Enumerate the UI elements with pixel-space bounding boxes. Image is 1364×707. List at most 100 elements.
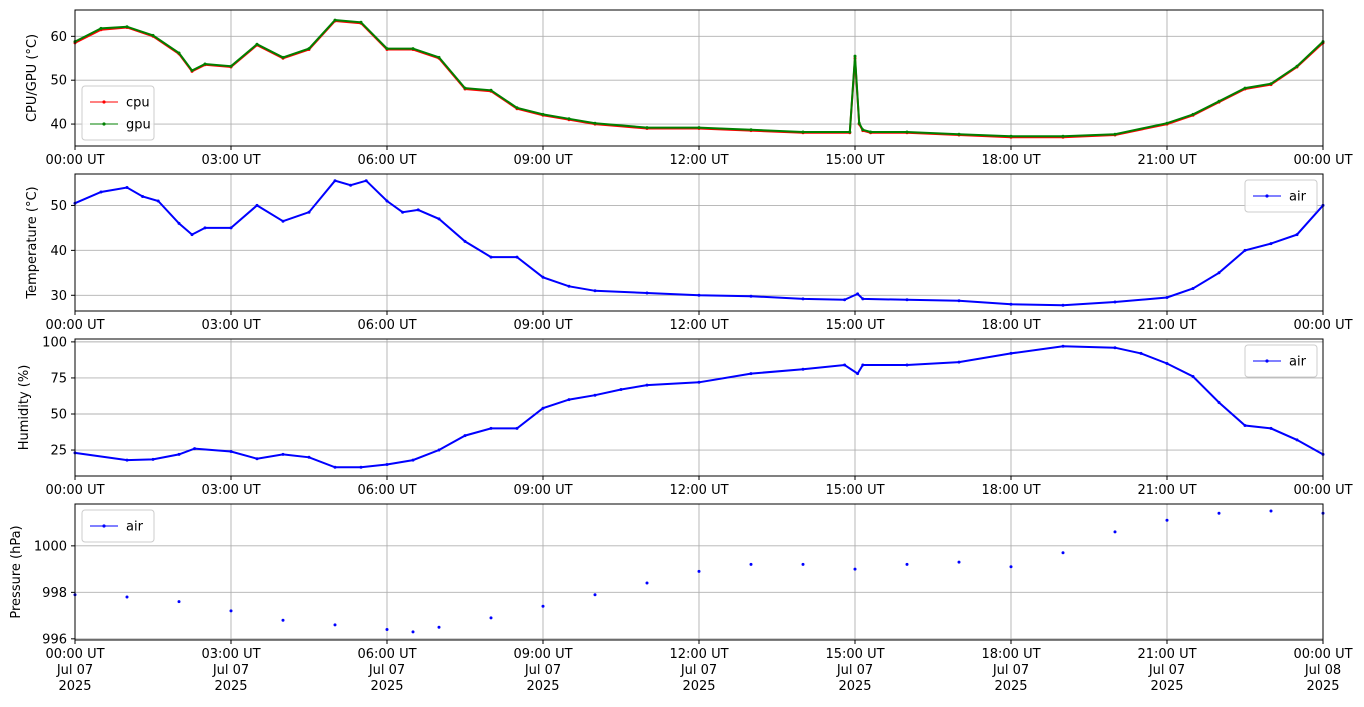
data-point	[489, 616, 493, 620]
x-tick-label: 2025	[370, 679, 403, 694]
data-point	[1217, 271, 1221, 275]
data-point	[151, 457, 155, 461]
y-tick-label: 996	[42, 632, 67, 647]
data-point	[957, 299, 961, 303]
y-tick-label: 40	[50, 118, 67, 133]
x-tick-label: Jul 07	[212, 663, 249, 678]
data-point	[125, 25, 129, 29]
data-point	[333, 623, 337, 627]
x-tick-label: 15:00 UT	[825, 153, 884, 168]
data-point	[645, 126, 649, 130]
data-point	[125, 186, 129, 189]
y-axis-label: Pressure (hPa)	[9, 525, 24, 618]
data-point	[229, 64, 233, 68]
data-point	[489, 255, 493, 259]
data-point	[193, 447, 197, 451]
data-point	[861, 128, 865, 132]
data-point	[177, 452, 181, 456]
legend-label: air	[126, 520, 144, 535]
data-point	[957, 360, 961, 364]
data-point	[697, 293, 701, 297]
data-point	[905, 130, 909, 134]
data-point	[307, 47, 311, 51]
data-point	[567, 398, 571, 402]
data-point	[1009, 565, 1013, 569]
data-point	[359, 20, 363, 24]
x-tick-label: 15:00 UT	[825, 647, 884, 662]
x-tick-label: 2025	[994, 679, 1027, 694]
data-point	[1061, 551, 1065, 555]
data-point	[437, 217, 441, 221]
data-point	[853, 54, 857, 58]
data-point	[1191, 287, 1195, 290]
data-point	[203, 62, 207, 66]
legend-label: air	[1289, 190, 1307, 205]
x-tick-label: 2025	[214, 679, 247, 694]
data-point	[1165, 362, 1169, 365]
x-tick-label: Jul 07	[680, 663, 717, 678]
chart-panel-1: 00:00 UT 03:00 UT 06:00 UT 09:00 UT 12:00 UT…	[25, 9, 1353, 168]
data-point	[1009, 302, 1013, 306]
data-point	[385, 628, 389, 631]
data-point	[541, 604, 545, 608]
data-point	[645, 291, 649, 295]
series-air-2	[73, 179, 1325, 307]
data-point	[141, 195, 145, 198]
data-point	[853, 567, 857, 571]
data-point	[364, 179, 368, 183]
data-point	[801, 130, 805, 134]
data-point	[281, 452, 285, 456]
x-tick-label: 03:00 UT	[201, 647, 260, 662]
legend-label: air	[1289, 355, 1307, 370]
data-point	[333, 465, 337, 469]
x-tick-label: 12:00 UT	[669, 153, 728, 168]
data-point	[1113, 346, 1117, 350]
y-axis-label: Temperature (°C)	[25, 186, 40, 299]
data-point	[1191, 375, 1195, 378]
data-point	[541, 406, 545, 410]
x-tick-label: 00:00 UT	[45, 647, 104, 662]
x-tick-label: 18:00 UT	[981, 483, 1040, 498]
y-tick-label: 50	[50, 407, 67, 422]
data-point	[177, 221, 181, 225]
y-tick-label: 60	[50, 30, 67, 45]
y-tick-label: 75	[50, 371, 67, 386]
data-point	[1009, 134, 1013, 138]
x-tick-label: 15:00 UT	[825, 318, 884, 333]
data-point	[645, 383, 649, 387]
data-point	[190, 233, 194, 237]
data-point	[515, 106, 519, 110]
legend: air	[1244, 179, 1318, 213]
data-point	[1269, 242, 1273, 246]
data-point	[177, 600, 181, 604]
data-point	[861, 363, 865, 367]
data-point	[437, 448, 441, 452]
x-tick-label: 09:00 UT	[513, 483, 572, 498]
data-point	[1295, 438, 1299, 442]
x-tick-label: Jul 07	[992, 663, 1029, 678]
data-point	[489, 88, 493, 92]
data-point	[229, 226, 233, 230]
data-point	[749, 294, 753, 298]
x-tick-label: 12:00 UT	[669, 647, 728, 662]
data-point	[567, 284, 571, 288]
x-tick-label: 21:00 UT	[1137, 483, 1196, 498]
data-point	[385, 47, 389, 51]
data-point	[255, 457, 259, 461]
x-tick-label: 03:00 UT	[201, 483, 260, 498]
legend: air	[81, 509, 155, 543]
data-point	[593, 393, 597, 397]
x-tick-label: 2025	[58, 679, 91, 694]
data-point	[1217, 401, 1221, 404]
data-point	[1243, 248, 1247, 252]
data-point	[1165, 121, 1169, 125]
data-point	[463, 239, 467, 243]
data-point	[856, 372, 860, 376]
data-point	[359, 465, 363, 469]
data-point	[1165, 296, 1169, 299]
x-tick-label: 12:00 UT	[669, 483, 728, 498]
data-point	[1217, 511, 1221, 515]
data-point	[463, 86, 467, 90]
data-point	[515, 426, 519, 430]
legend-marker	[102, 122, 106, 126]
